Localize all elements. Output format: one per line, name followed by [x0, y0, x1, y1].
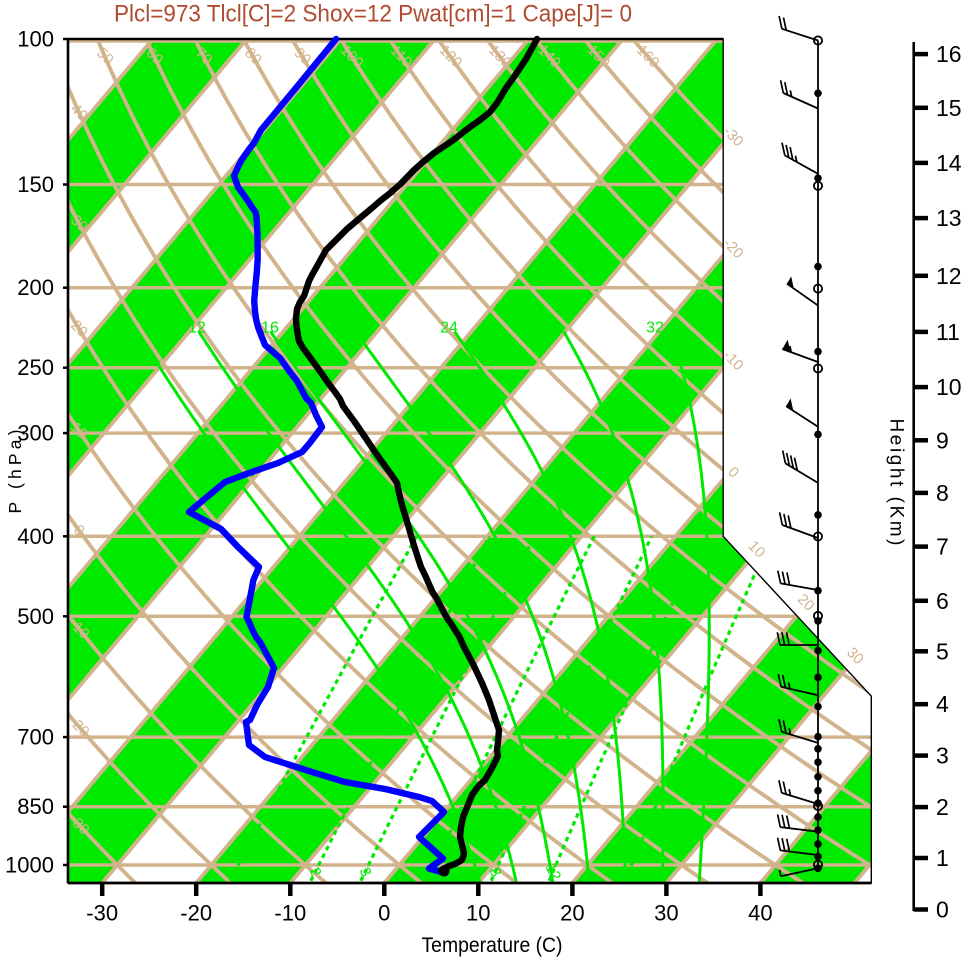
- svg-text:28: 28: [543, 320, 561, 337]
- svg-text:400: 400: [17, 524, 54, 549]
- svg-text:1: 1: [936, 845, 949, 871]
- svg-text:10: 10: [936, 374, 961, 400]
- svg-text:20: 20: [343, 320, 361, 337]
- svg-text:-20: -20: [180, 901, 212, 926]
- svg-text:12: 12: [188, 320, 206, 337]
- svg-text:20: 20: [618, 861, 640, 883]
- svg-text:4: 4: [936, 691, 949, 717]
- svg-text:5: 5: [936, 638, 949, 664]
- svg-text:850: 850: [17, 794, 54, 819]
- svg-text:0: 0: [378, 901, 390, 926]
- svg-text:500: 500: [17, 604, 54, 629]
- svg-text:200: 200: [17, 275, 54, 300]
- svg-text:12: 12: [936, 263, 961, 289]
- svg-text:10: 10: [466, 901, 490, 926]
- svg-text:15: 15: [936, 95, 961, 121]
- svg-text:30: 30: [654, 901, 678, 926]
- svg-text:0: 0: [936, 897, 949, 923]
- svg-text:11: 11: [936, 319, 960, 345]
- svg-text:300: 300: [17, 421, 54, 446]
- svg-text:32: 32: [646, 320, 664, 337]
- svg-text:16: 16: [936, 41, 961, 67]
- svg-text:40: 40: [748, 901, 772, 926]
- svg-text:6: 6: [936, 588, 949, 614]
- svg-text:12: 12: [542, 861, 564, 883]
- svg-text:13: 13: [936, 205, 961, 231]
- svg-text:16: 16: [261, 320, 279, 337]
- svg-text:20: 20: [560, 901, 584, 926]
- svg-text:-30: -30: [86, 901, 118, 926]
- svg-text:100: 100: [17, 27, 54, 52]
- svg-text:150: 150: [17, 172, 54, 197]
- svg-text:700: 700: [17, 725, 54, 750]
- svg-text:-10: -10: [274, 901, 306, 926]
- svg-text:8: 8: [936, 480, 949, 506]
- svg-text:Temperature (C): Temperature (C): [422, 933, 563, 957]
- svg-text:Height (Km): Height (Km): [886, 419, 907, 546]
- svg-text:3: 3: [936, 743, 949, 769]
- svg-text:24: 24: [440, 320, 458, 337]
- svg-text:250: 250: [17, 355, 54, 380]
- svg-text:14: 14: [936, 150, 961, 176]
- svg-text:2: 2: [936, 794, 949, 820]
- svg-text:1000: 1000: [5, 853, 54, 878]
- svg-text:Plcl=973 Tlcl[C]=2 Shox=12 Pwa: Plcl=973 Tlcl[C]=2 Shox=12 Pwat[cm]=1 Ca…: [114, 1, 632, 28]
- svg-text:7: 7: [936, 534, 949, 560]
- svg-text:9: 9: [936, 427, 949, 453]
